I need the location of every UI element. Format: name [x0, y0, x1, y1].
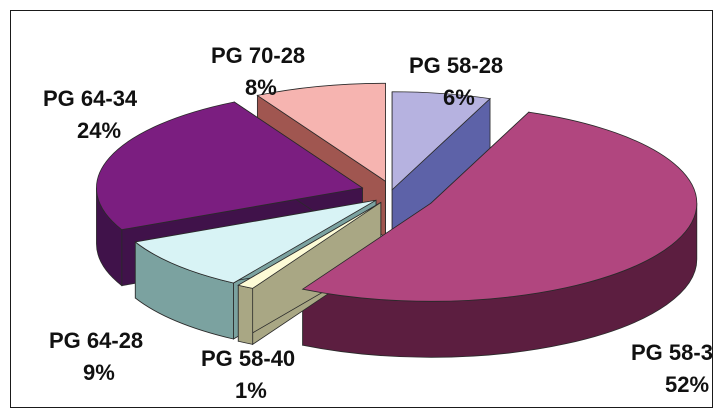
slice-pg-58-34 [301, 111, 698, 302]
pie-tops [96, 82, 698, 302]
slice-pg-64-28 [134, 199, 377, 284]
slice-label-pg-64-34: PG 64-34 24% [43, 86, 138, 143]
slice-label-pg-58-40: PG 58-40 1% [201, 346, 295, 403]
slice-side-pg-58-40-0 [237, 284, 254, 345]
slice-pg-58-40 [237, 202, 382, 289]
slice-label-pg-64-28: PG 64-28 9% [49, 328, 143, 385]
slice-label-pg-58-28: PG 58-28 6% [409, 53, 503, 110]
slice-label-pg-58-34: PG 58-3452% [631, 340, 713, 397]
slice-pg-70-28 [256, 82, 386, 183]
slice-pg-64-34 [96, 101, 364, 231]
pie-labels: PG 58-286% PG 58-3452% PG 58-401% PG 64-289… [43, 43, 713, 403]
chart-frame: PG 58-286% PG 58-3452% PG 58-401% PG 64-289… [10, 10, 713, 408]
slice-label-pg-70-28: PG 70-28 8% [211, 43, 305, 100]
slice-pg-58-28 [391, 91, 491, 191]
pie-chart: PG 58-286% PG 58-3452% PG 58-401% PG 64-289… [43, 43, 713, 403]
